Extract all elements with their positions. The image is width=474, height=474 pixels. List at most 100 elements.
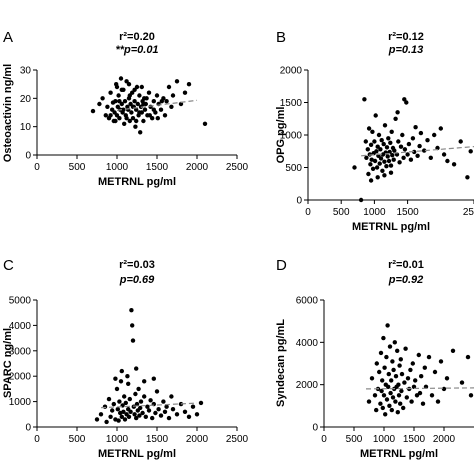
- data-point: [395, 348, 400, 353]
- data-point: [435, 399, 441, 404]
- y-tick-label: 5000: [9, 296, 32, 307]
- data-point: [161, 399, 166, 404]
- data-point: [384, 354, 389, 360]
- data-point: [370, 166, 376, 171]
- regression-line: [361, 145, 474, 157]
- data-point: [113, 99, 118, 104]
- data-point: [382, 173, 387, 178]
- data-point: [113, 118, 118, 124]
- data-point: [413, 125, 418, 130]
- y-tick-label: 2000: [280, 66, 303, 77]
- data-point: [441, 386, 447, 392]
- data-point: [417, 143, 422, 149]
- data-point: [138, 405, 143, 411]
- data-point: [132, 412, 137, 417]
- data-point: [390, 359, 395, 364]
- data-point: [119, 414, 125, 419]
- data-point: [111, 401, 117, 407]
- x-tick-label: 0: [321, 434, 327, 445]
- data-point: [398, 401, 403, 406]
- data-point: [110, 408, 115, 413]
- data-point: [102, 404, 108, 409]
- data-point: [380, 378, 385, 383]
- data-point: [114, 113, 120, 118]
- data-point: [395, 110, 400, 115]
- x-tick-label: 1500: [403, 434, 426, 445]
- scatter-points: [366, 323, 474, 417]
- data-point: [405, 152, 410, 157]
- data-point: [145, 404, 150, 409]
- y-axis-label: OPG pg/ml: [275, 107, 287, 164]
- data-point: [468, 393, 474, 398]
- data-point: [385, 154, 390, 159]
- data-point: [123, 400, 128, 406]
- data-point: [118, 379, 124, 384]
- y-tick-label: 20: [20, 94, 32, 105]
- data-point: [425, 138, 430, 143]
- data-point: [352, 165, 357, 170]
- data-point: [374, 165, 380, 170]
- data-point: [378, 147, 383, 152]
- data-point: [156, 407, 161, 412]
- scatter-points: [90, 76, 208, 135]
- data-point: [422, 148, 427, 153]
- regression-line: [365, 387, 474, 390]
- data-point: [410, 136, 416, 141]
- data-point: [396, 139, 401, 144]
- r-squared-label: r²=0.12: [388, 31, 424, 43]
- data-point: [186, 414, 192, 419]
- x-tick-label: 2000: [186, 162, 209, 173]
- data-point: [142, 379, 147, 384]
- data-point: [162, 409, 168, 414]
- x-axis-label: METRNL pg/ml: [360, 448, 438, 460]
- data-point: [164, 404, 169, 409]
- regression-line: [116, 99, 198, 111]
- panel-letter: D: [276, 257, 287, 274]
- data-point: [129, 308, 134, 313]
- data-point: [369, 376, 375, 381]
- y-tick-label: 2000: [9, 372, 32, 383]
- data-point: [382, 159, 387, 164]
- data-point: [401, 405, 406, 411]
- data-point: [134, 415, 139, 421]
- data-point: [373, 113, 378, 118]
- data-point: [410, 361, 415, 366]
- data-point: [372, 139, 377, 144]
- data-point: [150, 415, 155, 421]
- data-point: [126, 82, 132, 87]
- data-point: [104, 419, 109, 425]
- data-point: [122, 417, 128, 422]
- data-point: [125, 374, 130, 379]
- data-point: [387, 403, 392, 408]
- data-point: [127, 396, 132, 402]
- data-point: [134, 118, 139, 124]
- y-tick-label: 2000: [296, 380, 319, 391]
- y-tick-label: 0: [25, 423, 31, 434]
- data-point: [403, 346, 408, 351]
- data-point: [392, 340, 397, 345]
- data-point: [380, 168, 385, 173]
- data-point: [106, 396, 112, 402]
- data-point: [150, 116, 155, 121]
- data-point: [170, 407, 176, 412]
- data-point: [137, 93, 142, 98]
- data-point: [130, 338, 136, 343]
- data-point: [122, 99, 128, 104]
- y-axis-label: Osteoactivin ng/ml: [2, 64, 14, 162]
- data-point: [374, 361, 379, 366]
- data-point: [369, 157, 374, 162]
- p-value-label: p=0.13: [388, 44, 424, 56]
- data-point: [151, 107, 156, 112]
- data-point: [398, 144, 404, 149]
- x-axis-label: METRNL pg/ml: [98, 448, 176, 460]
- x-axis-label: METRNL pg/ml: [98, 176, 176, 188]
- x-tick-label: 1500: [146, 162, 169, 173]
- data-point: [198, 400, 204, 406]
- data-point: [97, 101, 102, 107]
- data-point: [166, 415, 172, 421]
- data-point: [121, 409, 126, 414]
- y-tick-label: 0: [25, 151, 31, 162]
- data-point: [458, 139, 463, 144]
- data-point: [151, 99, 156, 104]
- data-point: [372, 393, 378, 398]
